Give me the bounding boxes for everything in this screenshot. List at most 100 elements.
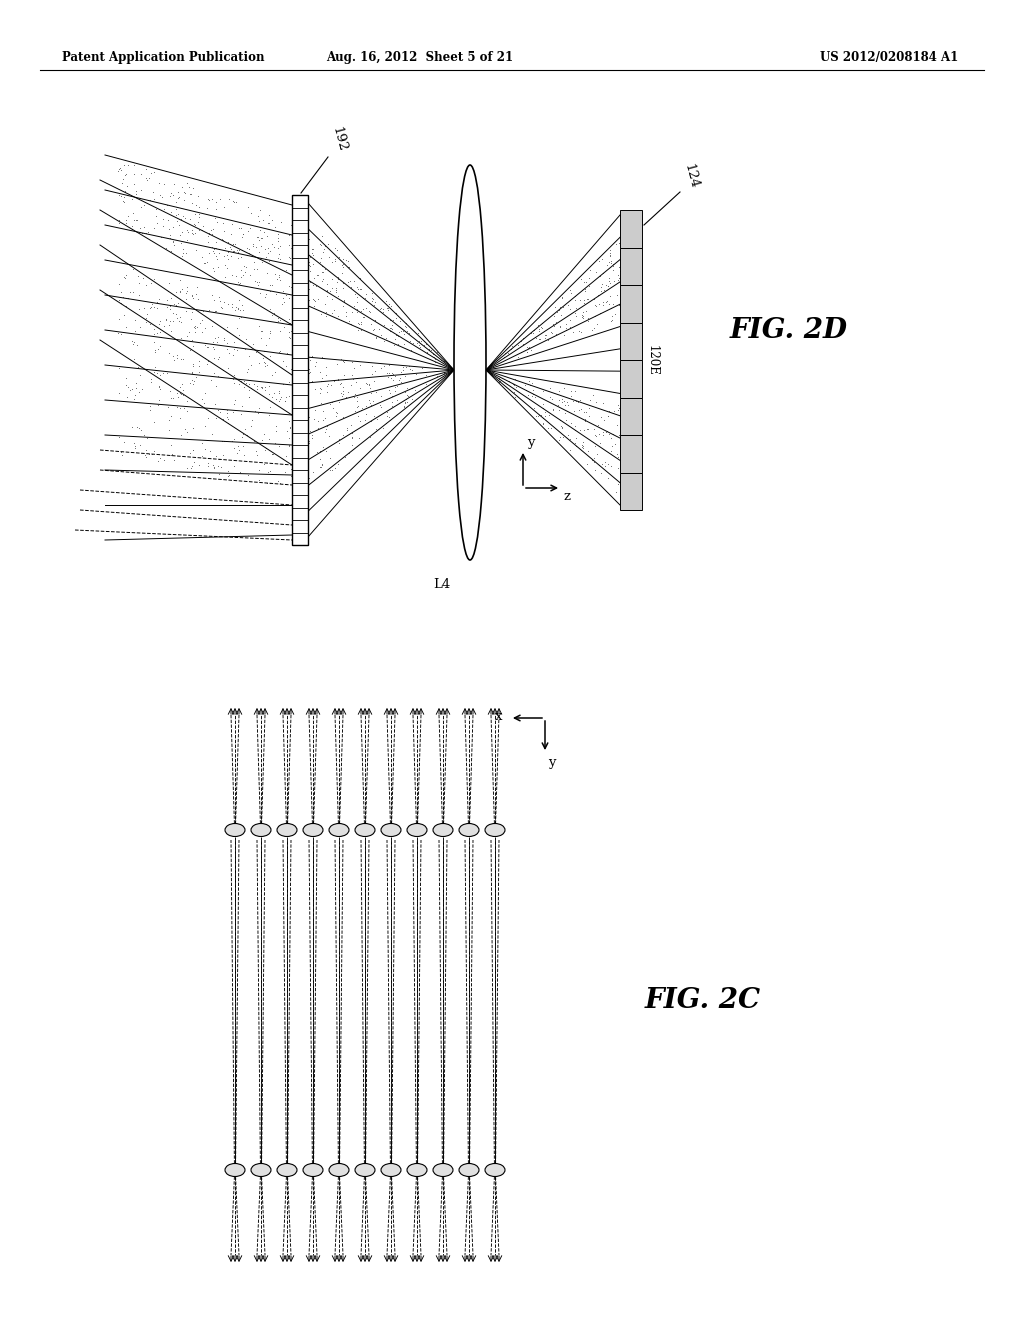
Point [220, 231, 237, 252]
Point [179, 277, 196, 298]
Point [598, 421, 614, 442]
Point [352, 319, 369, 341]
Ellipse shape [485, 1163, 505, 1176]
Point [549, 302, 565, 323]
Point [350, 396, 367, 417]
Point [193, 312, 209, 333]
Point [500, 343, 516, 364]
Point [401, 358, 418, 379]
Point [517, 374, 534, 395]
Point [200, 455, 216, 477]
Point [365, 319, 381, 341]
Point [243, 416, 259, 437]
Point [154, 186, 170, 207]
Point [194, 445, 210, 466]
Point [554, 297, 570, 318]
Point [237, 261, 253, 282]
Point [206, 362, 222, 383]
Point [260, 213, 276, 234]
Point [265, 236, 282, 257]
Point [172, 376, 188, 397]
Point [165, 185, 181, 206]
Point [113, 293, 129, 314]
Point [388, 302, 404, 323]
Point [229, 242, 246, 263]
Point [373, 358, 389, 379]
Point [600, 405, 616, 426]
Point [211, 242, 227, 263]
Point [334, 263, 350, 284]
Point [242, 264, 258, 285]
Point [151, 313, 167, 334]
Point [316, 347, 333, 368]
Point [260, 429, 276, 450]
Point [257, 380, 273, 401]
Point [378, 290, 394, 312]
Point [170, 203, 186, 224]
Point [397, 315, 414, 337]
Point [546, 306, 562, 327]
Point [307, 351, 324, 372]
Point [258, 354, 274, 375]
Point [182, 442, 199, 463]
Point [143, 444, 160, 465]
Point [526, 319, 543, 341]
Point [317, 293, 334, 314]
Point [184, 362, 201, 383]
Point [186, 315, 203, 337]
Point [368, 309, 384, 330]
Point [215, 329, 231, 350]
Point [379, 298, 395, 319]
Point [152, 447, 168, 469]
Point [399, 385, 416, 407]
Point [126, 154, 142, 176]
Point [151, 338, 167, 359]
Point [246, 251, 262, 272]
Point [300, 368, 316, 389]
Point [236, 255, 252, 276]
Point [334, 255, 350, 276]
Point [531, 329, 548, 350]
Point [360, 301, 377, 322]
Point [336, 289, 352, 310]
Point [560, 294, 577, 315]
Point [117, 165, 133, 186]
Point [206, 243, 222, 264]
Point [510, 347, 526, 368]
Point [341, 256, 357, 277]
Point [116, 267, 132, 288]
Point [256, 341, 272, 362]
Point [166, 235, 182, 256]
Point [578, 409, 594, 430]
Point [236, 376, 252, 397]
Point [595, 421, 611, 442]
Point [399, 378, 416, 399]
Point [251, 315, 267, 337]
Point [318, 285, 335, 306]
Point [397, 313, 414, 334]
Point [132, 434, 148, 455]
Point [312, 441, 329, 462]
Point [569, 392, 586, 413]
Point [506, 381, 522, 403]
Point [111, 309, 127, 330]
Point [552, 317, 568, 338]
Point [132, 216, 148, 238]
Point [153, 227, 169, 248]
Point [257, 238, 273, 259]
Point [184, 284, 201, 305]
Point [177, 282, 194, 304]
Point [225, 429, 242, 450]
Point [324, 289, 340, 310]
Point [307, 378, 324, 399]
Point [153, 326, 169, 347]
Point [331, 432, 347, 453]
Point [173, 383, 189, 404]
Point [599, 453, 615, 474]
Point [150, 297, 166, 318]
Point [206, 238, 222, 259]
Point [173, 327, 189, 348]
Point [306, 470, 323, 491]
Point [386, 334, 402, 355]
Point [321, 374, 337, 395]
